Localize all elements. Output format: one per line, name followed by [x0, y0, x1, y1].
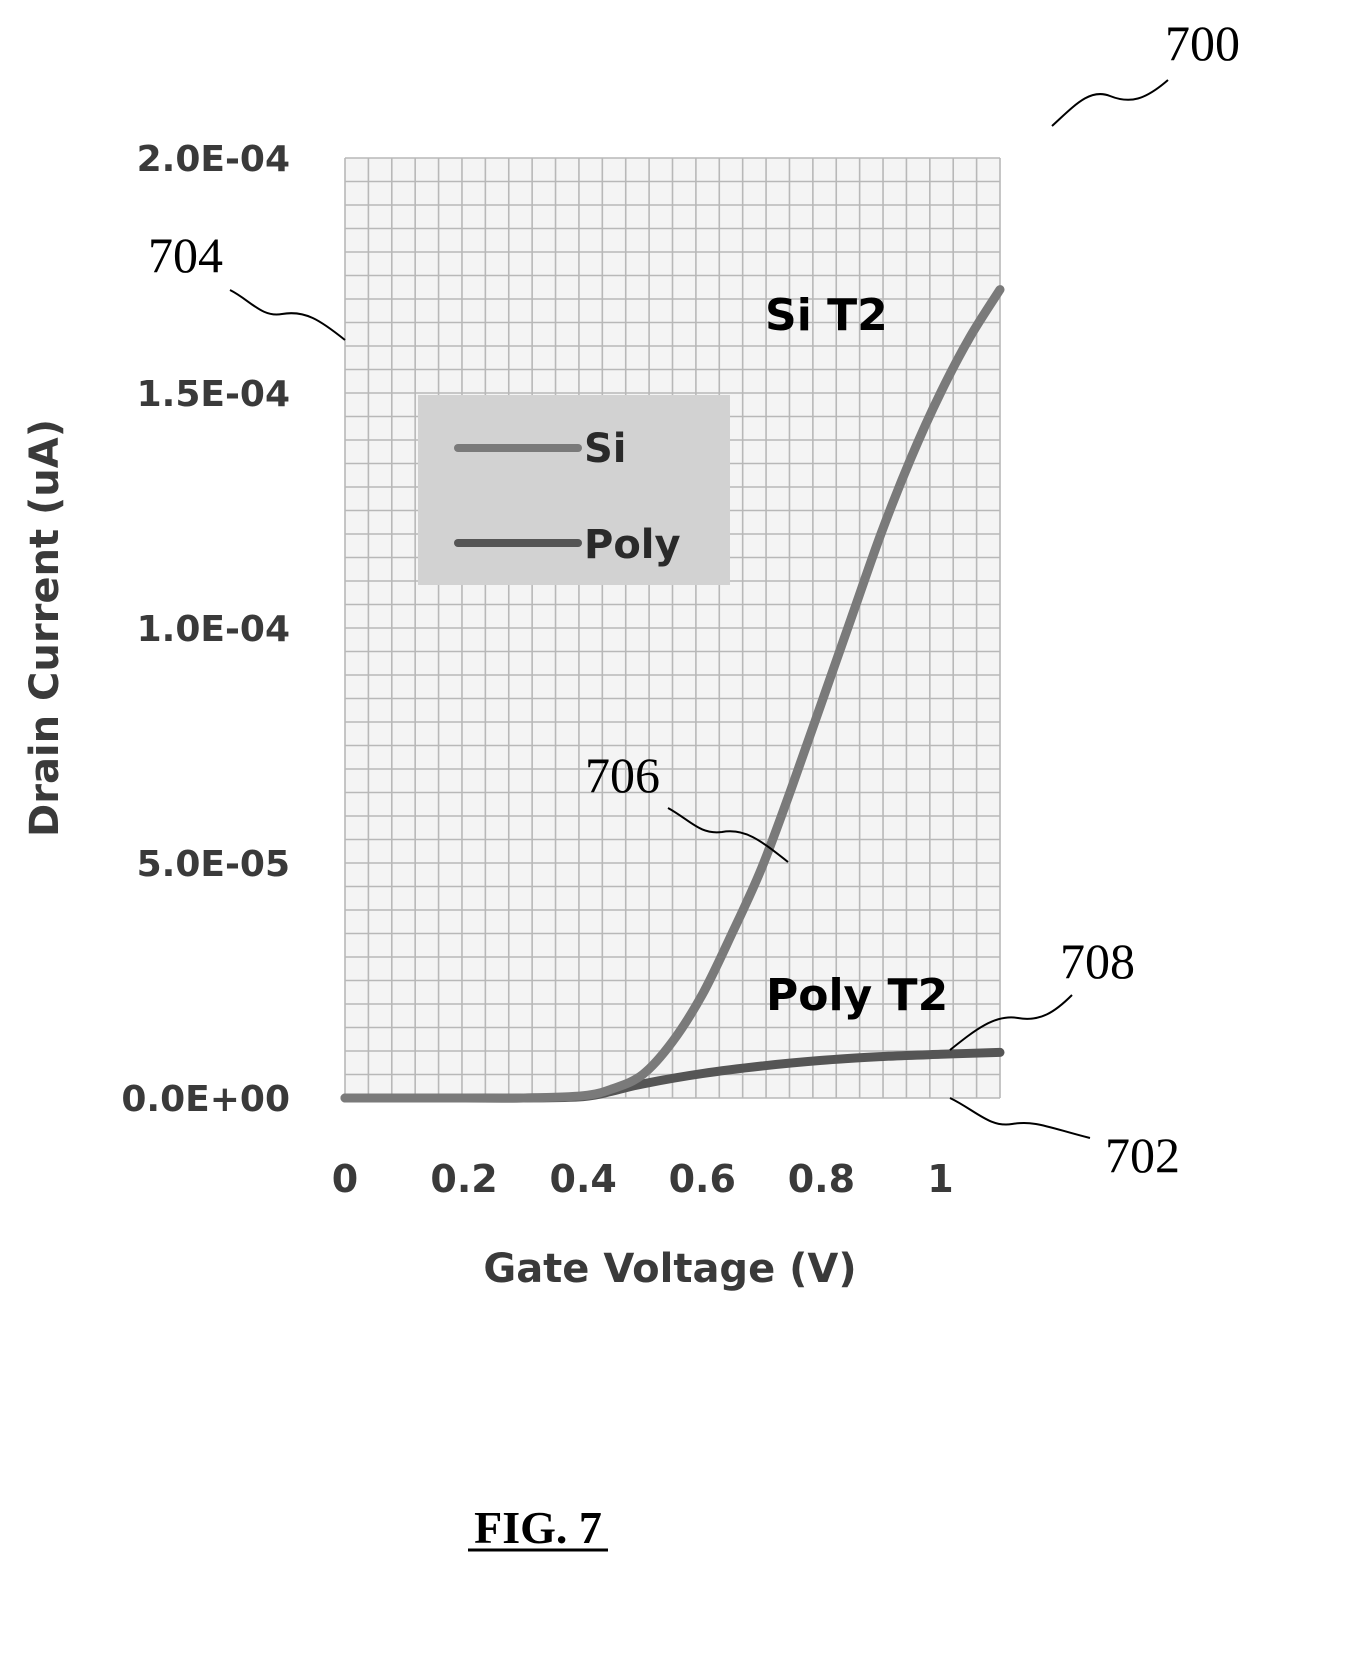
- ref-numeral-y-axis: 704: [148, 227, 223, 283]
- y-tick-label: 0.0E+00: [121, 1079, 290, 1120]
- series-si-line: [340, 285, 1005, 1103]
- plot-area: [344, 157, 1001, 1099]
- legend-poly-label: Poly: [584, 522, 681, 568]
- x-axis-label: Gate Voltage (V): [483, 1246, 856, 1292]
- leader-line-x-axis: [949, 1097, 1091, 1139]
- x-tick-labels: 0 0.2 0.4 0.6 0.8 1: [332, 1157, 954, 1201]
- legend-si-label: Si: [584, 426, 627, 472]
- x-tick-label: 0.4: [550, 1157, 617, 1201]
- ref-numeral-si-curve: 706: [585, 747, 660, 803]
- legend-box: [418, 395, 730, 585]
- x-tick-label: 0.8: [788, 1157, 855, 1201]
- annotation-poly-t2: Poly T2: [766, 970, 948, 1021]
- ref-numeral-figure: 700: [1165, 15, 1240, 71]
- leader-line-si-curve: [667, 807, 789, 863]
- figure-label: FIG. 7: [474, 1502, 602, 1553]
- y-tick-labels: 0.0E+00 5.0E-05 1.0E-04 1.5E-04 2.0E-04: [121, 139, 290, 1120]
- y-tick-label: 1.5E-04: [137, 374, 290, 415]
- x-tick-label: 0: [332, 1157, 358, 1201]
- y-tick-label: 2.0E-04: [137, 139, 290, 180]
- y-tick-label: 1.0E-04: [137, 609, 290, 650]
- ref-numeral-x-axis: 702: [1105, 1127, 1180, 1183]
- legend: Si Poly: [418, 395, 730, 585]
- x-tick-label: 0.6: [669, 1157, 736, 1201]
- leader-line-figure: [1051, 79, 1169, 127]
- y-axis-label: Drain Current (uA): [22, 419, 68, 837]
- x-tick-label: 0.2: [430, 1157, 497, 1201]
- annotation-si-t2: Si T2: [765, 290, 888, 341]
- leader-line-y-axis: [229, 289, 346, 341]
- ref-numeral-poly-curve: 708: [1060, 933, 1135, 989]
- leader-line-poly-curve: [949, 994, 1073, 1051]
- x-tick-label: 1: [927, 1157, 953, 1201]
- grid-lines: [344, 157, 1001, 1099]
- y-tick-label: 5.0E-05: [137, 844, 290, 885]
